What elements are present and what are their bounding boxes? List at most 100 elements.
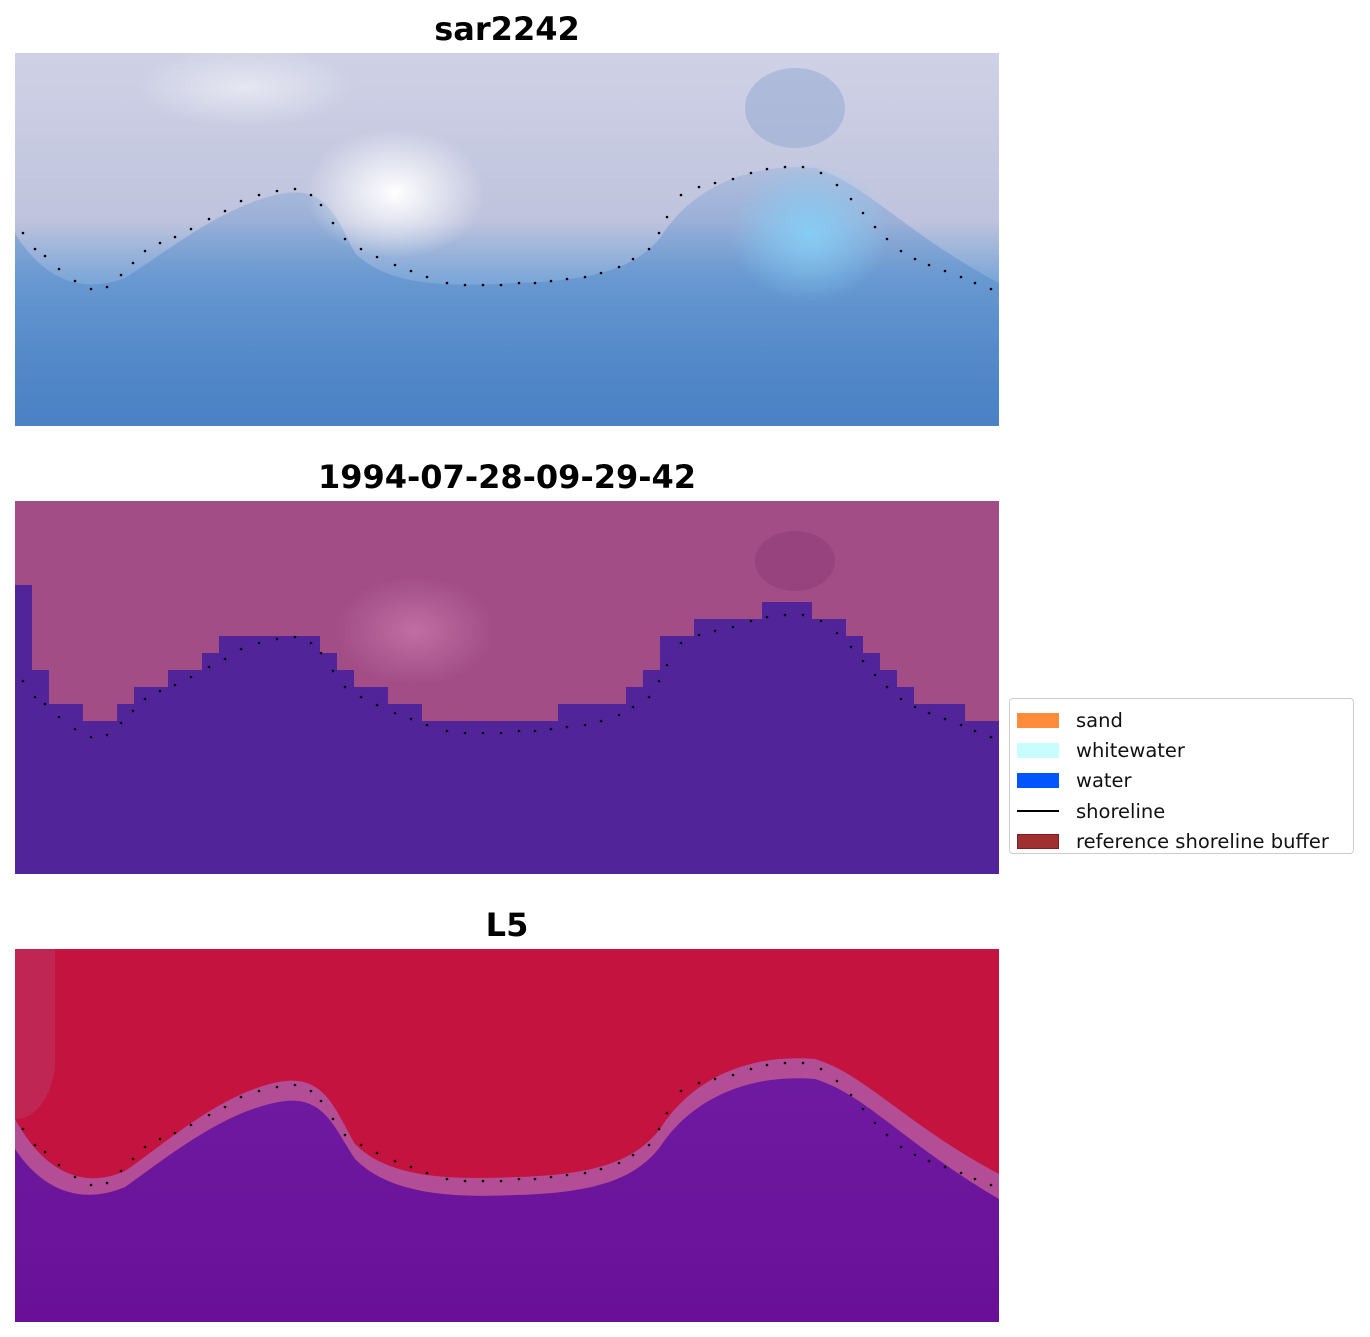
- shoreline-dot: [105, 1181, 109, 1185]
- shoreline-dot: [481, 283, 485, 287]
- shoreline-dot: [89, 1183, 93, 1187]
- shoreline-dot: [873, 225, 877, 229]
- shoreline-dot: [223, 657, 227, 661]
- shoreline-dot: [73, 727, 77, 731]
- shoreline-dot: [657, 679, 661, 683]
- shoreline-dot: [293, 187, 297, 191]
- shoreline-dot: [275, 189, 279, 193]
- shoreline-dot: [319, 651, 323, 655]
- shoreline-dot: [499, 731, 503, 735]
- shoreline-dot: [959, 275, 963, 279]
- shoreline-dot: [959, 723, 963, 727]
- shoreline-dot: [57, 267, 61, 271]
- shoreline-dot: [565, 277, 569, 281]
- shoreline-dot: [731, 1073, 735, 1077]
- shoreline-dot: [599, 271, 603, 275]
- shoreline-dot: [849, 645, 853, 649]
- image-panel-rgb: [15, 53, 999, 426]
- shoreline-dot: [749, 619, 753, 623]
- sand-swatch: [1017, 712, 1059, 728]
- legend-item-water: water: [1010, 766, 1353, 796]
- shoreline-dot: [899, 697, 903, 701]
- shoreline-dot: [43, 1150, 47, 1154]
- shoreline-dot: [33, 1143, 37, 1147]
- shoreline-dots: [21, 613, 993, 739]
- shoreline-dot: [119, 1169, 123, 1173]
- shoreline-dot: [223, 209, 227, 213]
- shoreline-dot: [849, 1093, 853, 1097]
- shoreline-dot: [665, 1111, 669, 1115]
- shoreline-dot: [158, 689, 162, 693]
- shoreline-dot: [899, 249, 903, 253]
- shoreline-dot: [599, 719, 603, 723]
- shoreline-dot: [617, 1161, 621, 1165]
- shoreline-dot: [257, 641, 261, 645]
- shoreline-dot: [445, 729, 449, 733]
- shoreline-dot: [913, 1153, 917, 1157]
- shoreline-dot: [189, 675, 193, 679]
- shoreline-dot: [331, 221, 335, 225]
- panel-title-sar2242: sar2242: [434, 10, 580, 48]
- shoreline-dot: [309, 1089, 313, 1093]
- shoreline-dots: [21, 1061, 993, 1187]
- shoreline-dot: [861, 1107, 865, 1111]
- shoreline-dot: [189, 1123, 193, 1127]
- image-panel-classified: [15, 501, 999, 874]
- shoreline-dots: [21, 165, 993, 291]
- shoreline-dot: [33, 247, 37, 251]
- classified-image: [15, 501, 999, 874]
- shoreline-dot: [173, 1131, 177, 1135]
- shoreline-dot: [21, 679, 25, 683]
- shoreline-dot: [319, 203, 323, 207]
- shoreline-dot: [73, 279, 77, 283]
- shoreline-dot: [309, 641, 313, 645]
- shoreline-dot: [393, 263, 397, 267]
- shoreline-dot: [375, 1151, 379, 1155]
- shoreline-dot: [131, 709, 135, 713]
- shoreline-dot: [257, 1089, 261, 1093]
- shoreline-dot: [819, 171, 823, 175]
- shoreline-dot: [835, 631, 839, 635]
- shoreline-dot: [393, 1159, 397, 1163]
- shoreline-dot: [499, 1179, 503, 1183]
- shoreline-dot: [989, 287, 993, 291]
- shoreline-dot: [445, 1177, 449, 1181]
- shoreline-dot: [409, 1165, 413, 1169]
- shoreline-dot: [517, 1177, 521, 1181]
- shoreline-dot: [731, 625, 735, 629]
- shoreline-dot: [665, 215, 669, 219]
- shoreline-dot: [549, 279, 553, 283]
- shoreline-dot: [375, 255, 379, 259]
- shoreline-dot: [973, 1177, 977, 1181]
- reference-buffer-swatch: [1017, 834, 1059, 850]
- shoreline-dot: [143, 1145, 147, 1149]
- shoreline-dot: [647, 1143, 651, 1147]
- shoreline-dot: [927, 711, 931, 715]
- shoreline-dot: [631, 705, 635, 709]
- shoreline-dot: [647, 695, 651, 699]
- shoreline-dot: [173, 235, 177, 239]
- shoreline-dot: [409, 717, 413, 721]
- shoreline-dot: [499, 283, 503, 287]
- shoreline-dot: [697, 185, 701, 189]
- shoreline-dot: [481, 731, 485, 735]
- shoreline-dot: [425, 723, 429, 727]
- legend-item-reference-buffer: reference shoreline buffer: [1010, 827, 1353, 857]
- shoreline-dot: [293, 635, 297, 639]
- legend: sand whitewater water shoreline referenc…: [1009, 698, 1354, 854]
- shoreline-dot: [927, 263, 931, 267]
- shoreline-dot: [927, 1159, 931, 1163]
- legend-label: reference shoreline buffer: [1076, 830, 1329, 854]
- shoreline-dot: [697, 1081, 701, 1085]
- shoreline-dot: [943, 269, 947, 273]
- legend-label: shoreline: [1076, 799, 1166, 823]
- shoreline-dot: [393, 711, 397, 715]
- legend-item-whitewater: whitewater: [1010, 735, 1353, 765]
- shoreline-dot: [973, 281, 977, 285]
- shoreline-dot: [89, 735, 93, 739]
- shoreline-dot: [849, 197, 853, 201]
- shoreline-dot: [275, 637, 279, 641]
- shoreline-dot: [583, 275, 587, 279]
- shoreline-dot: [885, 1133, 889, 1137]
- shoreline-dot: [463, 283, 467, 287]
